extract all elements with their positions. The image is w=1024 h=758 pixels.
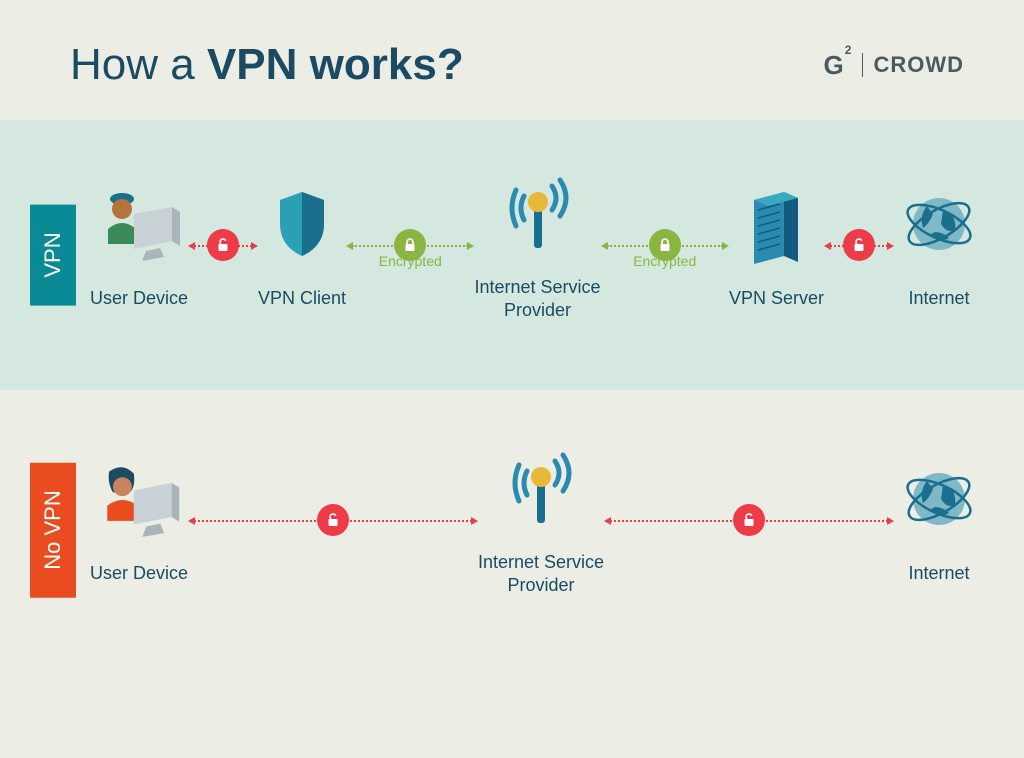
user-device-icon bbox=[94, 179, 184, 269]
antenna-icon bbox=[493, 168, 583, 258]
unlocked-icon bbox=[733, 504, 765, 536]
node-user-device: User Device bbox=[90, 179, 188, 310]
connector-unlocked-4 bbox=[604, 504, 894, 536]
title-prefix: How a bbox=[70, 40, 207, 89]
logo-g2: G2 bbox=[824, 50, 853, 81]
logo-crowd: CROWD bbox=[873, 52, 964, 78]
node-user-device-2: User Device bbox=[90, 454, 188, 585]
vpn-tab-label: VPN bbox=[30, 204, 76, 305]
vpn-flow: User Device VPN Client bbox=[90, 168, 984, 323]
caption-vpn-client: VPN Client bbox=[258, 287, 346, 310]
node-vpn-server: VPN Server bbox=[729, 179, 824, 310]
globe-icon bbox=[894, 454, 984, 544]
locked-icon bbox=[649, 229, 681, 261]
globe-icon bbox=[894, 179, 984, 269]
node-internet-2: Internet bbox=[894, 454, 984, 585]
unlocked-icon bbox=[207, 229, 239, 261]
node-vpn-client: VPN Client bbox=[258, 179, 346, 310]
novpn-flow: User Device bbox=[90, 443, 984, 598]
novpn-row: No VPN User Device bbox=[0, 390, 1024, 670]
caption-internet-2: Internet bbox=[908, 562, 969, 585]
brand-logo: G2 CROWD bbox=[824, 50, 964, 81]
connector-unlocked-3 bbox=[188, 504, 478, 536]
antenna-icon bbox=[496, 443, 586, 533]
connector-encrypted-2: Encrypted bbox=[601, 229, 729, 261]
unlocked-icon bbox=[843, 229, 875, 261]
user-device-icon bbox=[94, 454, 184, 544]
connector-unlocked-2 bbox=[824, 229, 894, 261]
node-isp: Internet Service Provider bbox=[474, 168, 600, 323]
shield-icon bbox=[267, 179, 337, 269]
caption-vpn-server: VPN Server bbox=[729, 287, 824, 310]
node-isp-2: Internet Service Provider bbox=[478, 443, 604, 598]
caption-user-device: User Device bbox=[90, 287, 188, 310]
header: How a VPN works? G2 CROWD bbox=[0, 0, 1024, 120]
unlocked-icon bbox=[317, 504, 349, 536]
caption-isp-2: Internet Service Provider bbox=[478, 551, 604, 598]
caption-user-device-2: User Device bbox=[90, 562, 188, 585]
node-internet: Internet bbox=[894, 179, 984, 310]
logo-separator bbox=[862, 53, 863, 77]
page-title: How a VPN works? bbox=[70, 40, 464, 90]
server-icon bbox=[741, 179, 811, 269]
novpn-tab-label: No VPN bbox=[30, 462, 76, 597]
connector-encrypted-1: Encrypted bbox=[346, 229, 474, 261]
title-bold: VPN works? bbox=[207, 40, 464, 89]
caption-internet: Internet bbox=[908, 287, 969, 310]
caption-isp: Internet Service Provider bbox=[474, 276, 600, 323]
connector-unlocked-1 bbox=[188, 229, 258, 261]
vpn-row: VPN User Device bbox=[0, 120, 1024, 390]
